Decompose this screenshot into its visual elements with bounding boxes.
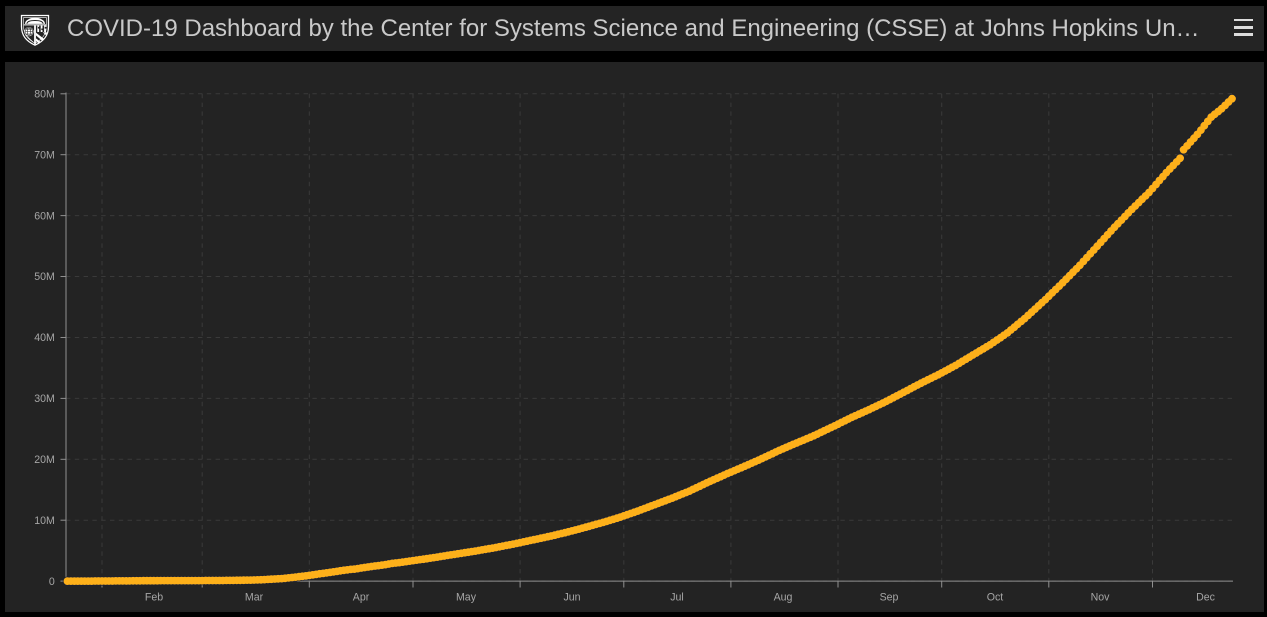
svg-text:10M: 10M	[34, 515, 55, 527]
svg-text:Jun: Jun	[563, 592, 580, 604]
svg-text:Apr: Apr	[353, 592, 370, 604]
svg-text:Dec: Dec	[1196, 592, 1216, 604]
svg-text:50M: 50M	[34, 271, 55, 283]
svg-text:Jul: Jul	[670, 592, 684, 604]
svg-text:40M: 40M	[34, 332, 55, 344]
svg-text:80M: 80M	[34, 89, 55, 101]
svg-text:May: May	[456, 592, 477, 604]
svg-text:60M: 60M	[34, 210, 55, 222]
svg-text:Oct: Oct	[987, 592, 1004, 604]
svg-text:20M: 20M	[34, 454, 55, 466]
svg-text:70M: 70M	[34, 149, 55, 161]
svg-text:Nov: Nov	[1091, 592, 1111, 604]
svg-text:0: 0	[49, 576, 55, 588]
svg-text:30M: 30M	[34, 393, 55, 405]
svg-text:Mar: Mar	[245, 592, 264, 604]
svg-text:Sep: Sep	[880, 592, 899, 604]
svg-text:Feb: Feb	[145, 592, 163, 604]
svg-text:Aug: Aug	[774, 592, 793, 604]
